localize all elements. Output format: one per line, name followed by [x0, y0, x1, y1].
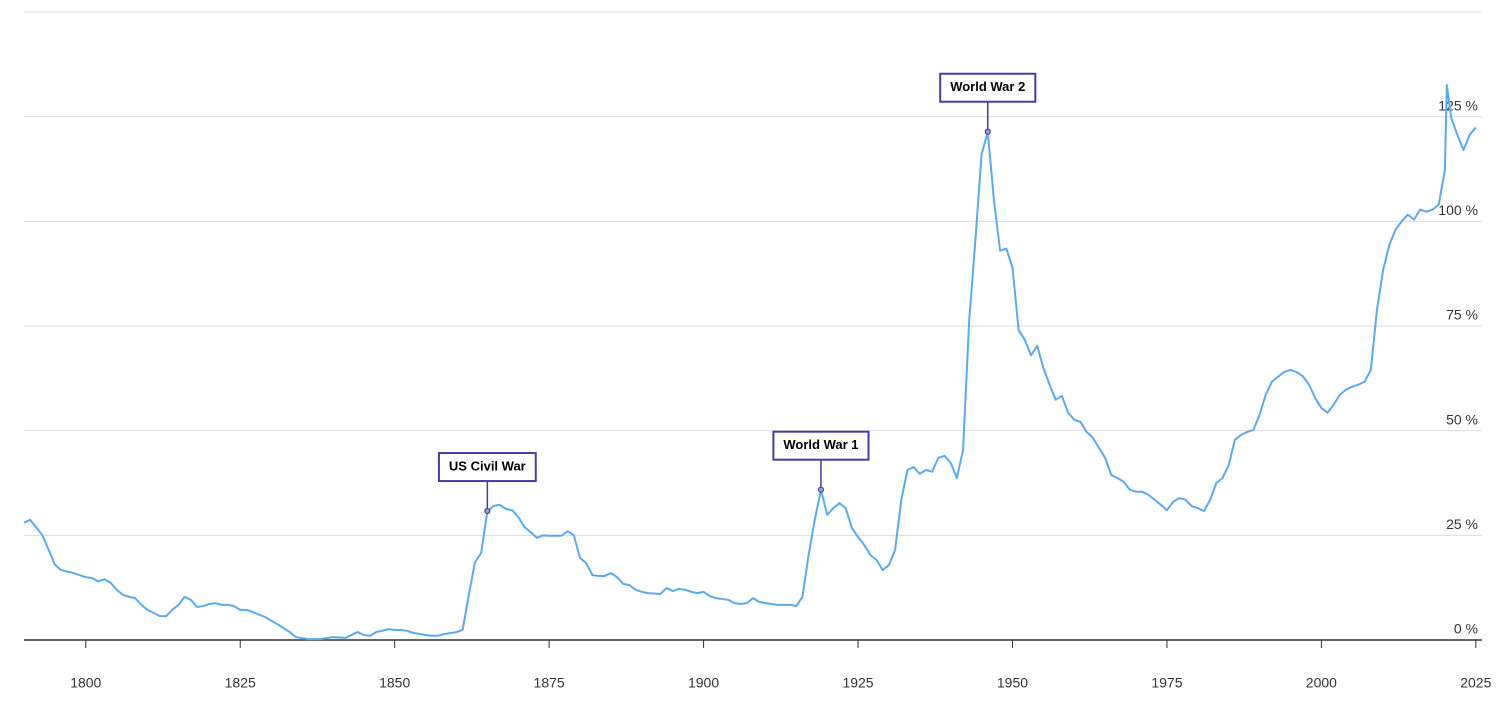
line-series	[23, 83, 1477, 641]
x-tick-label: 1850	[379, 675, 410, 691]
y-tick-label: 100 %	[1438, 202, 1478, 218]
x-tick-label: 1950	[997, 675, 1028, 691]
x-tick-label: 2000	[1306, 675, 1337, 691]
y-tick-label: 50 %	[1446, 411, 1478, 427]
annotation-label: World War 2	[950, 79, 1025, 94]
x-tick-label: 2025	[1460, 675, 1491, 691]
y-tick-label: 0 %	[1454, 621, 1478, 637]
y-tick-label: 25 %	[1446, 516, 1478, 532]
x-tick-label: 1875	[534, 675, 565, 691]
annotation-point	[817, 486, 825, 493]
annotation-label: US Civil War	[449, 458, 526, 473]
annotation-box	[772, 430, 870, 461]
annotation-box	[939, 72, 1037, 103]
annotation-box	[437, 452, 537, 483]
annotation-label: World War 1	[783, 437, 858, 452]
x-tick-label: 1900	[688, 675, 719, 691]
annotation-point	[484, 507, 491, 515]
x-tick-label: 1925	[842, 675, 873, 691]
y-tick-label: 125 %	[1438, 97, 1478, 113]
y-tick-label: 75 %	[1446, 307, 1478, 323]
x-tick-label: 1825	[225, 675, 256, 691]
x-tick-label: 1800	[70, 675, 101, 691]
x-tick-label: 1975	[1151, 675, 1182, 691]
annotation-point	[984, 128, 991, 135]
